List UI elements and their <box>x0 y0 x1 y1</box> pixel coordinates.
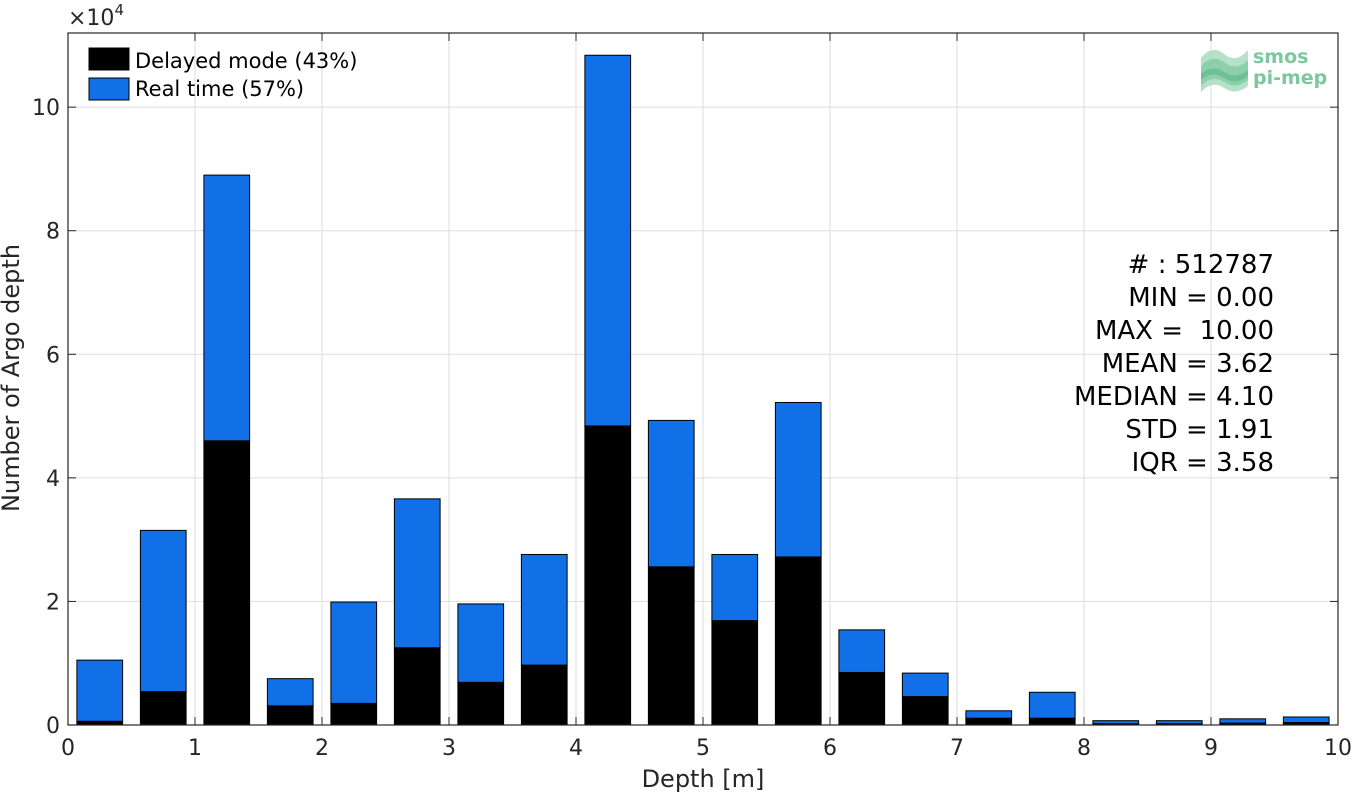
x-axis-title: Depth [m] <box>642 765 765 793</box>
bar-real-time <box>520 553 568 666</box>
x-tick-label: 0 <box>61 736 75 761</box>
bar-real-time <box>711 553 759 622</box>
y-axis-title: Number of Argo depth <box>0 244 25 512</box>
legend-swatch-realtime <box>88 77 130 101</box>
legend: Delayed mode (43%) Real time (57%) <box>88 47 357 101</box>
bar-real-time <box>838 629 886 673</box>
stat-count: # : 512787 <box>1128 250 1274 280</box>
bar-delayed-mode <box>711 620 759 726</box>
bar-real-time <box>393 498 441 649</box>
axes <box>67 32 1339 726</box>
bar-real-time <box>1028 691 1076 719</box>
stat-std: STD = 1.91 <box>1125 415 1274 445</box>
bar-real-time <box>203 174 251 442</box>
bar-delayed-mode <box>965 717 1013 726</box>
x-tick-label: 7 <box>950 736 964 761</box>
bar-real-time <box>1219 718 1267 724</box>
x-tick-label: 8 <box>1077 736 1091 761</box>
bar-delayed-mode <box>647 566 695 726</box>
y-tick-label: 0 <box>46 714 60 739</box>
bar-delayed-mode <box>139 691 187 726</box>
y-tick-label: 2 <box>46 590 60 615</box>
stat-mean: MEAN = 3.62 <box>1102 349 1274 379</box>
bar-delayed-mode <box>203 440 251 726</box>
smos-pi-mep-logo: smos pi-mep <box>1201 46 1327 92</box>
bar-real-time <box>584 54 632 427</box>
bar-delayed-mode <box>774 556 822 726</box>
bar-delayed-mode <box>901 696 949 726</box>
bar-real-time <box>330 601 378 704</box>
y-tick-label: 10 <box>32 96 60 121</box>
bar-series <box>76 54 1330 726</box>
x-tick-label: 9 <box>1204 736 1218 761</box>
x-tick-label: 1 <box>188 736 202 761</box>
y-tick-label: 8 <box>46 220 60 245</box>
bar-delayed-mode <box>457 681 505 726</box>
x-tick-label: 4 <box>569 736 583 761</box>
x-tick-label: 5 <box>696 736 710 761</box>
bar-real-time <box>1092 720 1140 725</box>
logo-wave-icon <box>1201 49 1248 92</box>
bar-real-time <box>76 659 124 722</box>
stat-min: MIN = 0.00 <box>1128 283 1274 313</box>
bar-real-time <box>457 603 505 683</box>
bar-real-time <box>965 710 1013 719</box>
logo-text-line2: pi-mep <box>1253 67 1327 89</box>
grid-lines <box>67 33 1339 726</box>
bar-delayed-mode <box>838 671 886 726</box>
bar-real-time <box>1282 716 1330 724</box>
stats-box: # : 512787 MIN = 0.00 MAX = 10.00 MEAN =… <box>1074 250 1274 478</box>
y-tick-label: 4 <box>46 467 60 492</box>
x-tick-label: 3 <box>442 736 456 761</box>
bar-delayed-mode <box>584 425 632 726</box>
legend-label-realtime: Real time (57%) <box>135 77 304 101</box>
tick-labels: 0 1 2 3 4 5 6 7 8 9 10 0 2 4 6 8 10 <box>32 96 1352 761</box>
stat-max: MAX = 10.00 <box>1095 316 1274 346</box>
stat-iqr: IQR = 3.58 <box>1132 448 1274 478</box>
bar-real-time <box>774 401 822 558</box>
bar-real-time <box>1155 720 1203 725</box>
bar-delayed-mode <box>330 702 378 726</box>
legend-swatch-delayed <box>88 47 130 71</box>
y-tick-label: 6 <box>46 343 60 368</box>
bar-delayed-mode <box>266 705 314 726</box>
x-tick-label: 6 <box>823 736 837 761</box>
y-axis-multiplier: ×104 <box>68 1 124 31</box>
bar-delayed-mode <box>520 664 568 726</box>
stat-median: MEDIAN = 4.10 <box>1074 382 1274 412</box>
bar-delayed-mode <box>1028 717 1076 726</box>
legend-label-delayed: Delayed mode (43%) <box>135 49 357 73</box>
bar-real-time <box>139 529 187 693</box>
x-tick-label: 10 <box>1324 736 1352 761</box>
logo-text-line1: smos <box>1253 46 1308 68</box>
x-tick-label: 2 <box>315 736 329 761</box>
bar-real-time <box>647 419 695 568</box>
bar-real-time <box>266 678 314 707</box>
bar-real-time <box>901 672 949 698</box>
bar-delayed-mode <box>393 647 441 726</box>
